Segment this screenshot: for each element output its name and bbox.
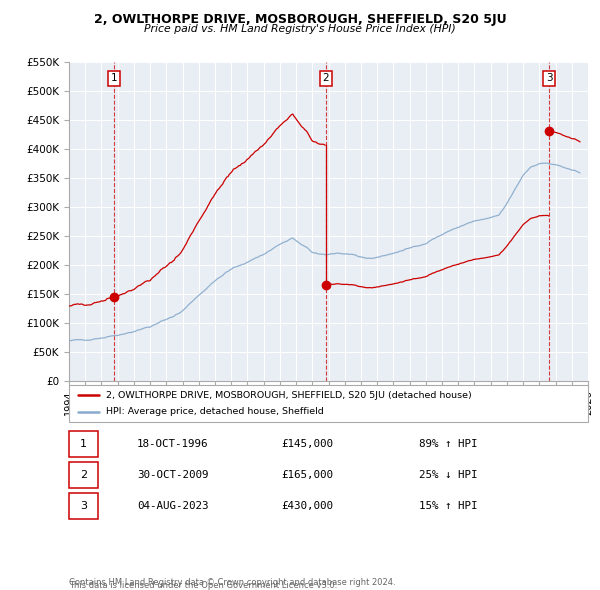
Text: 2, OWLTHORPE DRIVE, MOSBOROUGH, SHEFFIELD, S20 5JU (detached house): 2, OWLTHORPE DRIVE, MOSBOROUGH, SHEFFIEL… (106, 391, 472, 399)
Text: 1: 1 (80, 440, 87, 449)
FancyBboxPatch shape (69, 431, 98, 457)
Text: 89% ↑ HPI: 89% ↑ HPI (419, 440, 477, 449)
Text: 2, OWLTHORPE DRIVE, MOSBOROUGH, SHEFFIELD, S20 5JU: 2, OWLTHORPE DRIVE, MOSBOROUGH, SHEFFIEL… (94, 13, 506, 26)
Text: 2: 2 (322, 73, 329, 83)
Text: £145,000: £145,000 (282, 440, 334, 449)
Text: 25% ↓ HPI: 25% ↓ HPI (419, 470, 477, 480)
Text: 04-AUG-2023: 04-AUG-2023 (137, 501, 209, 510)
Text: £430,000: £430,000 (282, 501, 334, 510)
Text: Contains HM Land Registry data © Crown copyright and database right 2024.: Contains HM Land Registry data © Crown c… (69, 578, 395, 587)
Text: £165,000: £165,000 (282, 470, 334, 480)
Text: 3: 3 (546, 73, 553, 83)
Text: 30-OCT-2009: 30-OCT-2009 (137, 470, 209, 480)
Text: 18-OCT-1996: 18-OCT-1996 (137, 440, 209, 449)
FancyBboxPatch shape (69, 493, 98, 519)
Text: 15% ↑ HPI: 15% ↑ HPI (419, 501, 477, 510)
FancyBboxPatch shape (69, 385, 588, 422)
Text: 2: 2 (80, 470, 87, 480)
Text: 1: 1 (111, 73, 118, 83)
Text: 3: 3 (80, 501, 87, 510)
Text: This data is licensed under the Open Government Licence v3.0.: This data is licensed under the Open Gov… (69, 581, 337, 590)
Text: Price paid vs. HM Land Registry's House Price Index (HPI): Price paid vs. HM Land Registry's House … (144, 24, 456, 34)
FancyBboxPatch shape (69, 462, 98, 488)
Text: HPI: Average price, detached house, Sheffield: HPI: Average price, detached house, Shef… (106, 408, 324, 417)
